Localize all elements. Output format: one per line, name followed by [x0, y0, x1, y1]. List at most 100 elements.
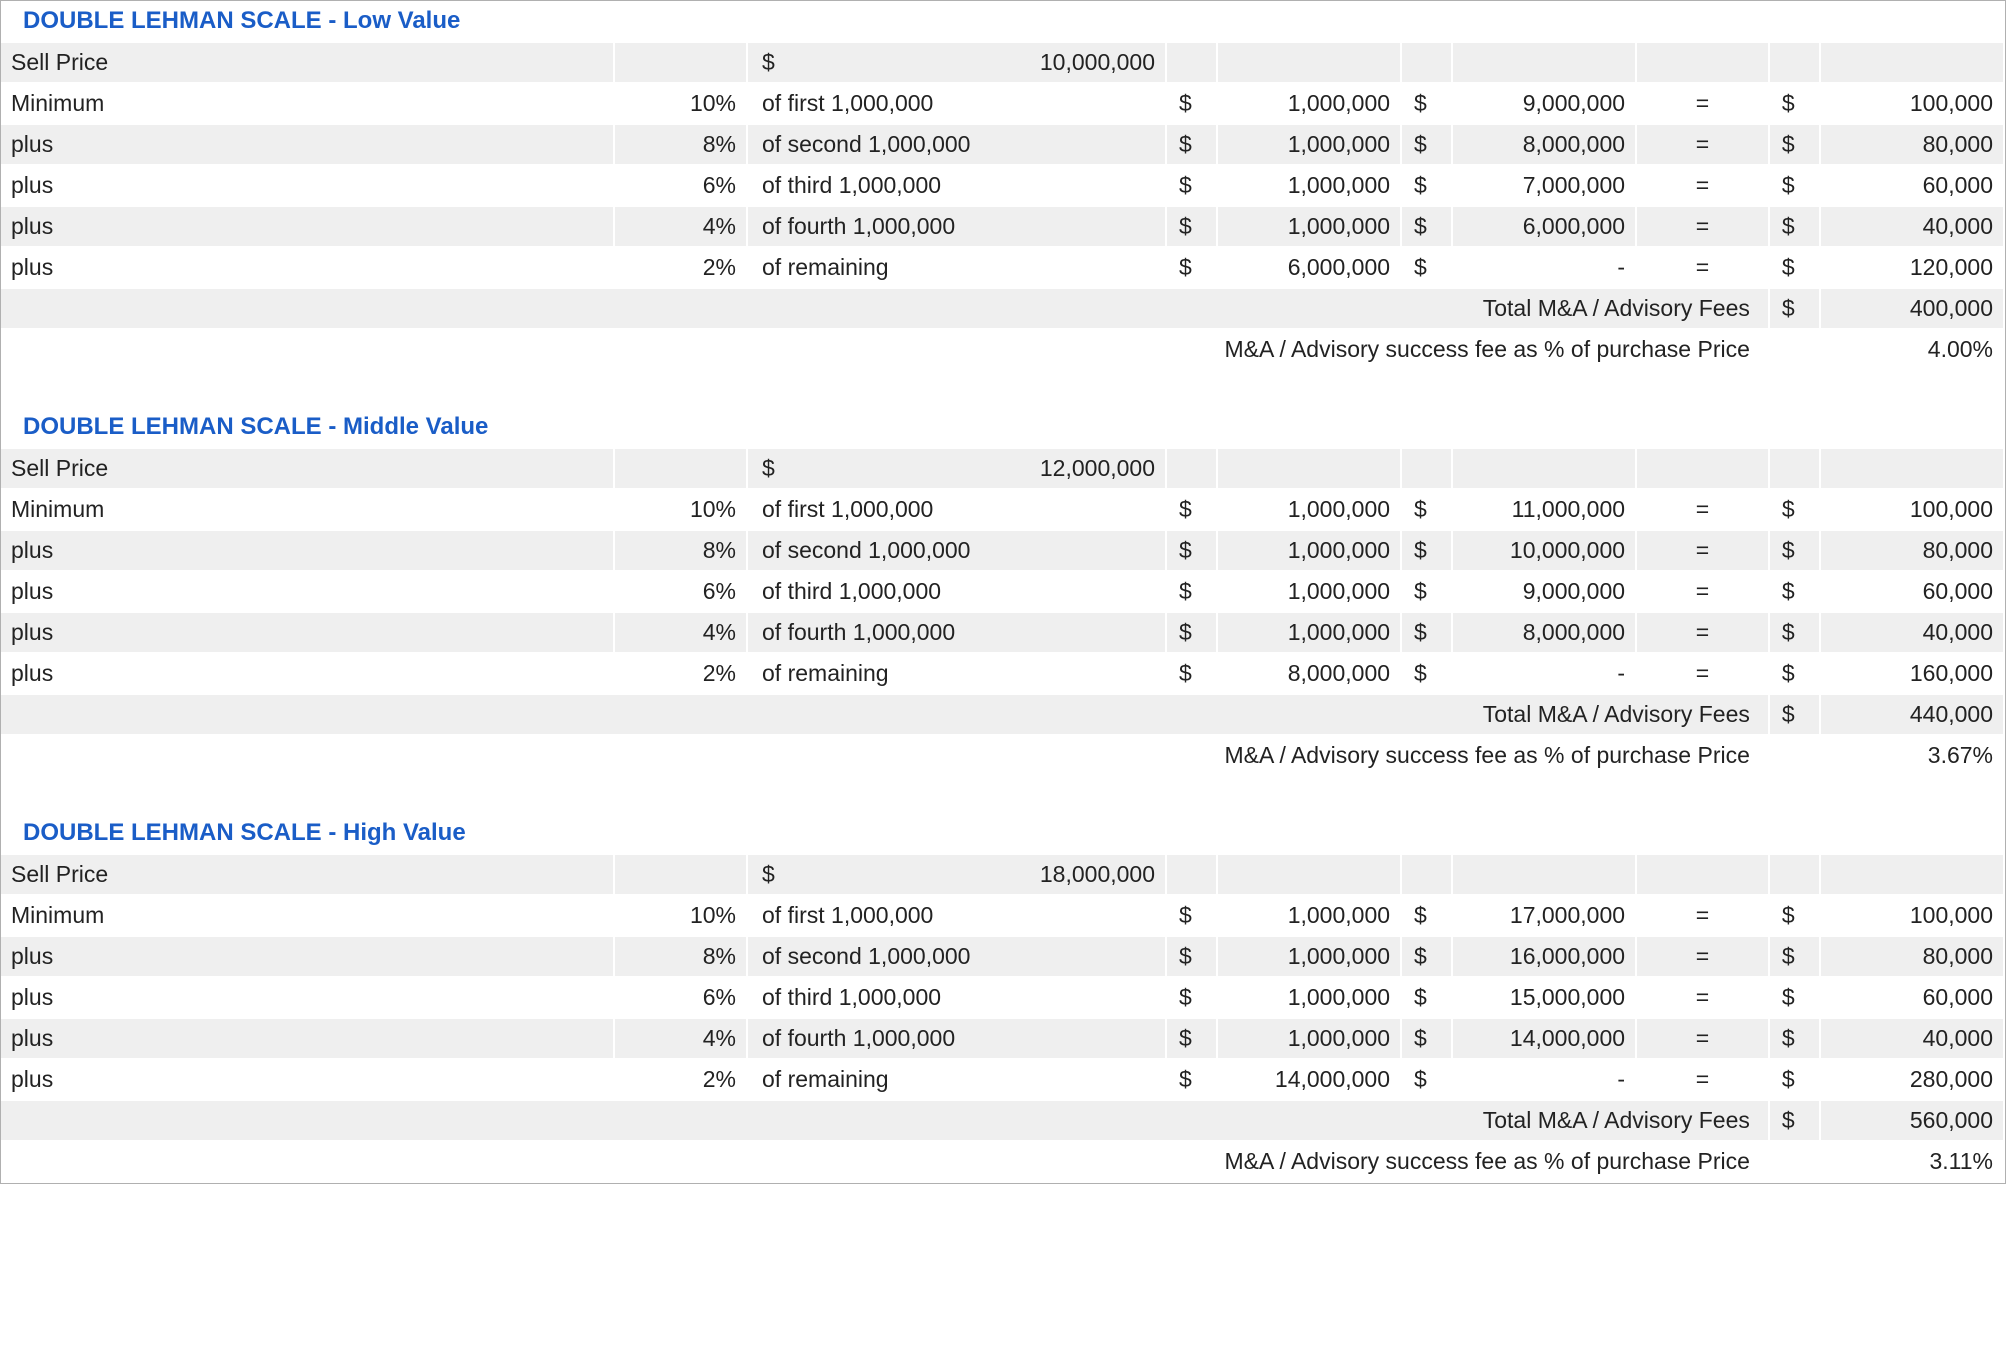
remaining-amount: 11,000,000	[1452, 489, 1636, 530]
row-pct: 10%	[614, 83, 747, 124]
sell-price-label: Sell Price	[1, 448, 614, 489]
row-desc: of first 1,000,000	[747, 83, 1166, 124]
row-desc: of remaining	[747, 653, 1166, 694]
equals-sign: =	[1636, 530, 1769, 571]
empty	[1217, 448, 1401, 489]
equals-sign: =	[1636, 1059, 1769, 1100]
currency-symbol: $	[1769, 1100, 1820, 1141]
tranche-amount: 8,000,000	[1217, 653, 1401, 694]
empty	[1820, 448, 2004, 489]
fee-pct-row: M&A / Advisory success fee as % of purch…	[1, 1141, 2004, 1182]
tranche-row: plus2%of remaining$6,000,000$-=$120,000	[1, 247, 2004, 288]
row-label: plus	[1, 571, 614, 612]
row-desc: of fourth 1,000,000	[747, 206, 1166, 247]
tranche-amount: 1,000,000	[1217, 977, 1401, 1018]
tranche-row: plus8%of second 1,000,000$1,000,000$16,0…	[1, 936, 2004, 977]
fee-pct-value: 4.00%	[1769, 329, 2004, 370]
remaining-amount: 9,000,000	[1452, 83, 1636, 124]
fee-amount: 100,000	[1820, 83, 2004, 124]
tranche-row: plus6%of third 1,000,000$1,000,000$9,000…	[1, 571, 2004, 612]
remaining-amount: 10,000,000	[1452, 530, 1636, 571]
empty	[1452, 854, 1636, 895]
total-fee-label: Total M&A / Advisory Fees	[1, 1100, 1769, 1141]
currency-symbol: $	[1769, 612, 1820, 653]
tranche-row: Minimum10%of first 1,000,000$1,000,000$9…	[1, 83, 2004, 124]
empty	[1401, 42, 1452, 83]
remaining-amount: 16,000,000	[1452, 936, 1636, 977]
row-label: plus	[1, 206, 614, 247]
total-fee-label: Total M&A / Advisory Fees	[1, 288, 1769, 329]
currency-symbol: $	[1401, 530, 1452, 571]
fee-pct-label: M&A / Advisory success fee as % of purch…	[1, 735, 1769, 776]
currency-symbol: $	[1401, 936, 1452, 977]
currency-symbol: $	[1166, 83, 1217, 124]
currency-symbol: $	[1166, 247, 1217, 288]
empty	[1166, 854, 1217, 895]
lehman-container: DOUBLE LEHMAN SCALE - Low Value Sell Pric…	[0, 0, 2006, 1184]
fee-amount: 160,000	[1820, 653, 2004, 694]
empty	[1769, 448, 1820, 489]
remaining-amount: 17,000,000	[1452, 895, 1636, 936]
remaining-amount: 14,000,000	[1452, 1018, 1636, 1059]
section-title-row: DOUBLE LEHMAN SCALE - Low Value	[1, 1, 2004, 42]
lehman-table: DOUBLE LEHMAN SCALE - Low Value Sell Pric…	[1, 1, 2005, 1183]
section-title-row: DOUBLE LEHMAN SCALE - High Value	[1, 812, 2004, 854]
tranche-amount: 1,000,000	[1217, 530, 1401, 571]
currency-symbol: $	[1769, 895, 1820, 936]
fee-amount: 100,000	[1820, 895, 2004, 936]
currency-symbol: $	[1769, 206, 1820, 247]
row-pct: 4%	[614, 612, 747, 653]
row-pct: 4%	[614, 1018, 747, 1059]
fee-amount: 60,000	[1820, 977, 2004, 1018]
remaining-amount: 7,000,000	[1452, 165, 1636, 206]
empty	[614, 854, 747, 895]
row-label: Minimum	[1, 83, 614, 124]
row-desc: of second 1,000,000	[747, 936, 1166, 977]
sell-price-value: $18,000,000	[747, 854, 1166, 895]
fee-amount: 60,000	[1820, 165, 2004, 206]
currency-symbol: $	[1401, 1059, 1452, 1100]
total-fee-value: 440,000	[1820, 694, 2004, 735]
currency-symbol: $	[1401, 977, 1452, 1018]
currency-symbol: $	[1166, 1018, 1217, 1059]
currency-symbol: $	[1401, 124, 1452, 165]
currency-symbol: $	[1769, 83, 1820, 124]
currency-symbol: $	[1769, 653, 1820, 694]
remaining-amount: 8,000,000	[1452, 612, 1636, 653]
fee-pct-value: 3.67%	[1769, 735, 2004, 776]
row-label: plus	[1, 165, 614, 206]
remaining-amount: -	[1452, 653, 1636, 694]
tranche-amount: 1,000,000	[1217, 124, 1401, 165]
section-title-row: DOUBLE LEHMAN SCALE - Middle Value	[1, 406, 2004, 448]
row-pct: 10%	[614, 895, 747, 936]
tranche-amount: 14,000,000	[1217, 1059, 1401, 1100]
currency-symbol: $	[1166, 165, 1217, 206]
row-label: plus	[1, 936, 614, 977]
row-pct: 2%	[614, 1059, 747, 1100]
currency-symbol: $	[1769, 530, 1820, 571]
currency-symbol: $	[1401, 1018, 1452, 1059]
row-pct: 4%	[614, 206, 747, 247]
currency-symbol: $	[1401, 247, 1452, 288]
fee-amount: 80,000	[1820, 530, 2004, 571]
tranche-amount: 1,000,000	[1217, 936, 1401, 977]
currency-symbol: $	[1166, 895, 1217, 936]
currency-symbol: $	[1769, 694, 1820, 735]
equals-sign: =	[1636, 489, 1769, 530]
currency-symbol: $	[1166, 571, 1217, 612]
tranche-amount: 1,000,000	[1217, 612, 1401, 653]
row-desc: of first 1,000,000	[747, 489, 1166, 530]
remaining-amount: 9,000,000	[1452, 571, 1636, 612]
row-label: plus	[1, 1059, 614, 1100]
row-label: plus	[1, 653, 614, 694]
empty	[1820, 854, 2004, 895]
empty	[614, 42, 747, 83]
currency-symbol: $	[1401, 895, 1452, 936]
section-title: DOUBLE LEHMAN SCALE - High Value	[1, 812, 2004, 854]
fee-pct-row: M&A / Advisory success fee as % of purch…	[1, 735, 2004, 776]
total-fee-row: Total M&A / Advisory Fees$400,000	[1, 288, 2004, 329]
row-pct: 8%	[614, 124, 747, 165]
fee-amount: 40,000	[1820, 1018, 2004, 1059]
tranche-amount: 1,000,000	[1217, 1018, 1401, 1059]
empty	[1166, 42, 1217, 83]
